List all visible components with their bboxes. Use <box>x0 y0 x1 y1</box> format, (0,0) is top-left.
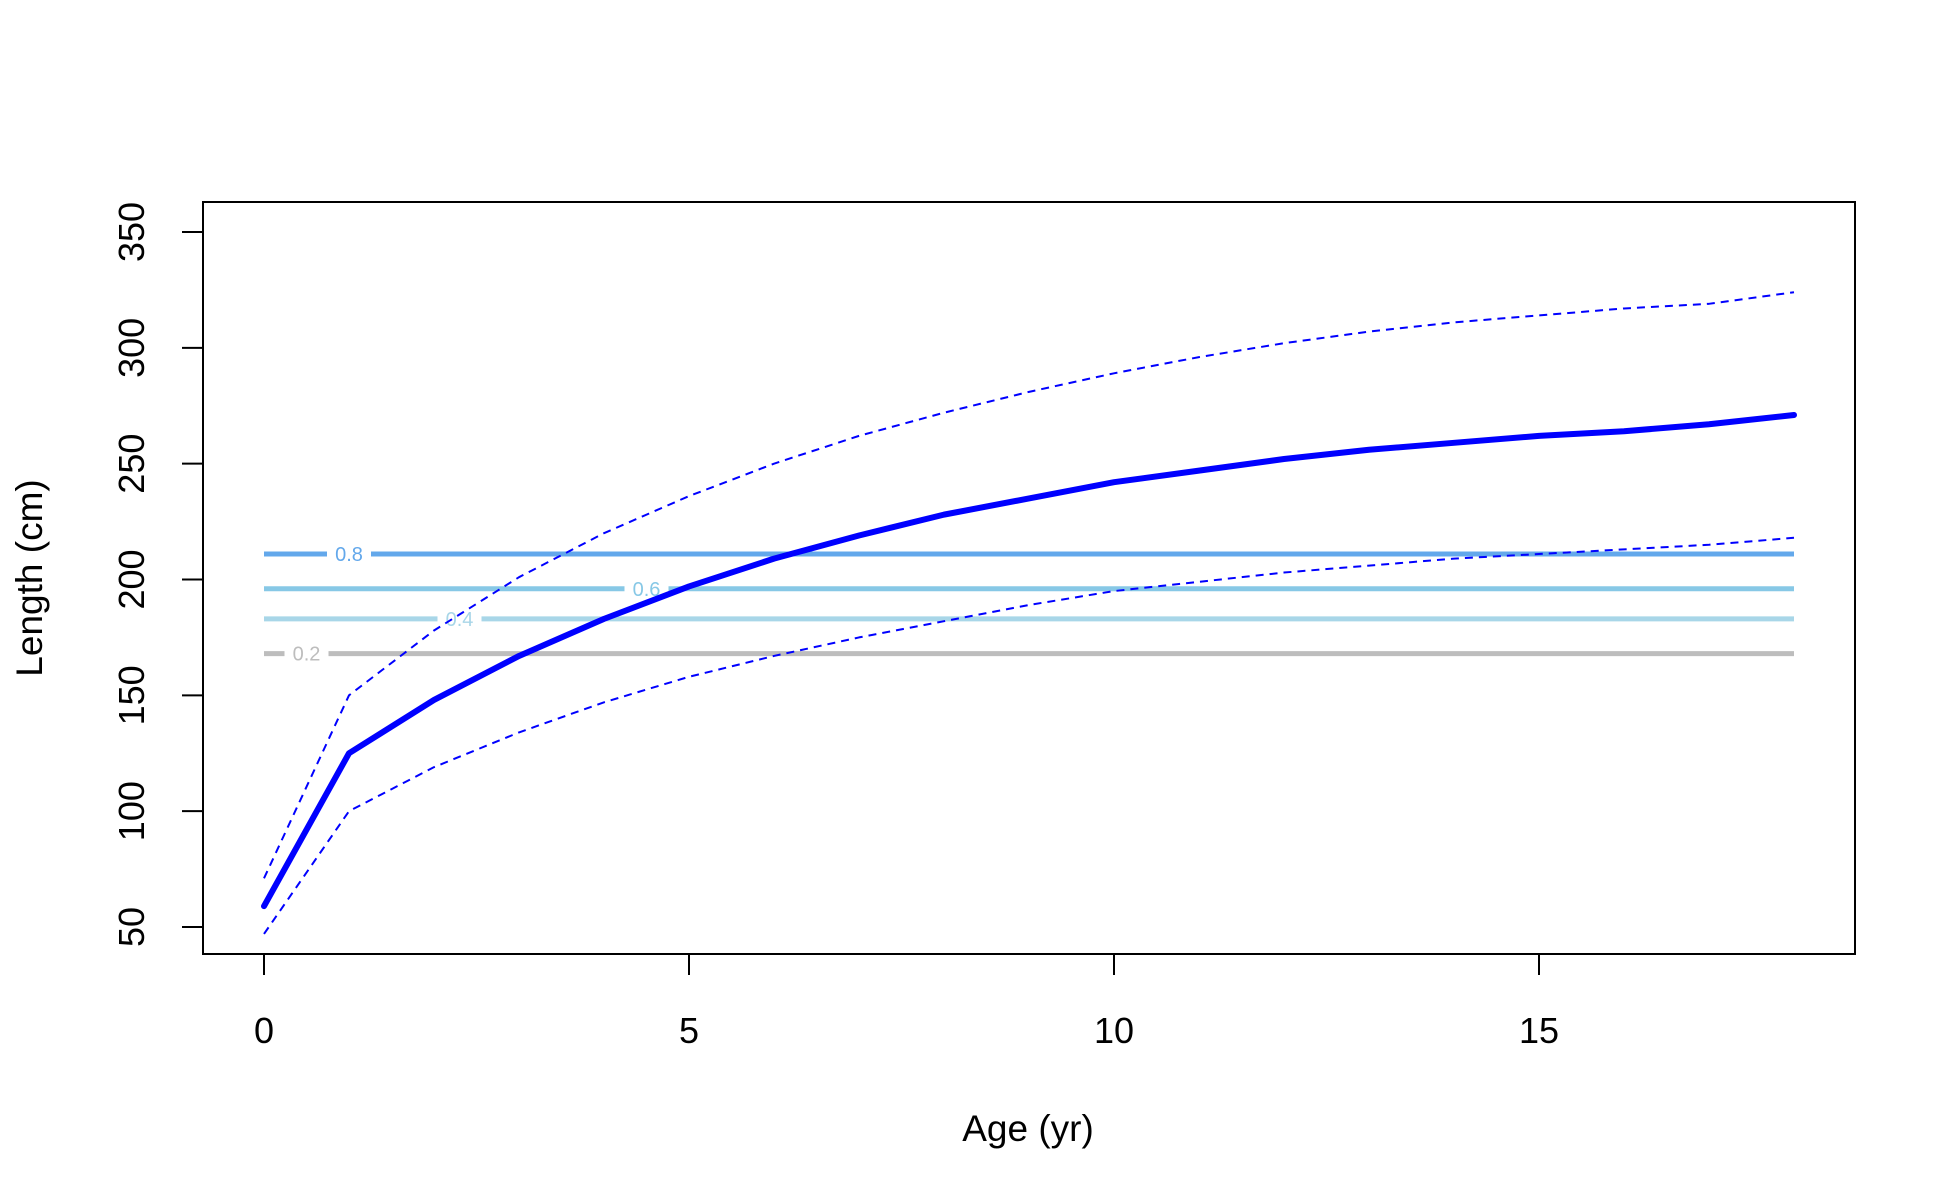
y-axis-label: Length (cm) <box>9 479 50 676</box>
upper-interval-line <box>263 291 1795 879</box>
series-lines <box>261 291 1797 935</box>
y-tick-label: 50 <box>111 907 152 947</box>
x-tick-label: 0 <box>254 1010 274 1051</box>
y-tick-label: 100 <box>111 781 152 841</box>
y-tick-label: 150 <box>111 665 152 725</box>
x-tick-label: 15 <box>1519 1010 1559 1051</box>
y-tick-label: 300 <box>111 318 152 378</box>
x-tick-label: 10 <box>1094 1010 1134 1051</box>
y-tick-label: 200 <box>111 549 152 609</box>
y-tick-label: 250 <box>111 434 152 494</box>
y-axis: 50 100 150 200 250 300 350 <box>111 202 204 947</box>
plot-frame <box>202 201 1856 955</box>
maturity-line-label: 0.2 <box>293 644 321 666</box>
y-tick-label: 350 <box>111 202 152 262</box>
maturity-lines: 0.8 0.6 0.4 0.2 <box>264 544 1794 666</box>
mean-length-line <box>261 412 1797 910</box>
maturity-line-label: 0.6 <box>633 579 661 601</box>
x-axis-label: Age (yr) <box>962 1108 1094 1149</box>
x-axis: 0 5 10 15 <box>254 953 1559 1051</box>
lower-interval-line <box>263 536 1795 935</box>
maturity-line-label: 0.8 <box>335 544 363 566</box>
maturity-line-label: 0.4 <box>446 609 474 631</box>
x-tick-label: 5 <box>679 1010 699 1051</box>
